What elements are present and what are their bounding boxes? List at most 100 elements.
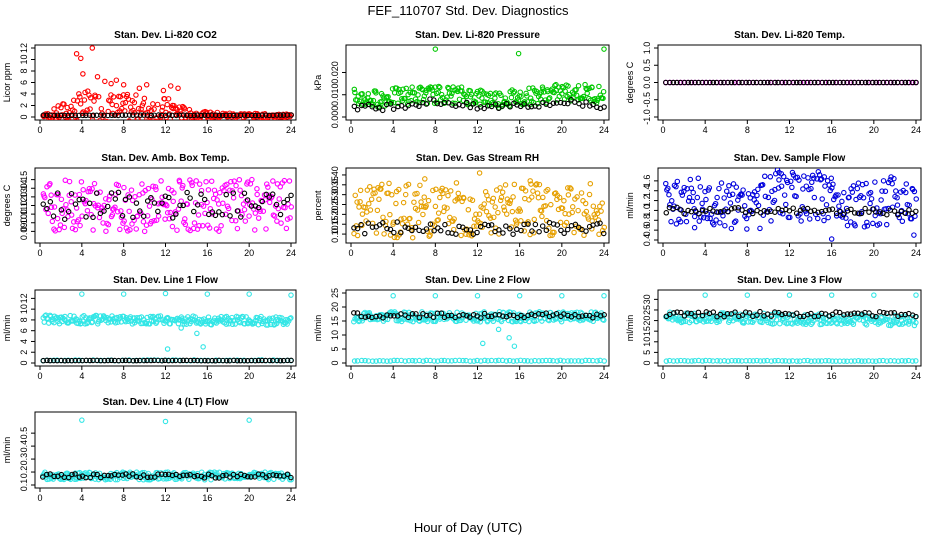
x-tick-label: 16 xyxy=(827,248,837,258)
data-point xyxy=(411,199,417,205)
data-point xyxy=(280,112,287,118)
data-point xyxy=(77,101,84,107)
series-2 xyxy=(40,112,294,119)
series-1 xyxy=(663,292,919,329)
data-point xyxy=(150,121,154,125)
data-point xyxy=(62,358,68,364)
panel-9: Stan. Dev. Line 3 Flow ml/min 0 4 8 12 16 20 24 0… xyxy=(625,275,922,381)
data-point xyxy=(476,170,483,176)
data-point xyxy=(260,208,267,214)
data-point xyxy=(884,316,890,323)
data-point xyxy=(95,202,101,209)
data-point xyxy=(714,209,720,215)
data-point xyxy=(721,313,727,320)
data-point xyxy=(162,418,169,425)
data-point xyxy=(238,214,244,220)
data-point xyxy=(76,91,82,97)
data-point xyxy=(467,358,473,364)
data-point xyxy=(231,178,237,184)
data-point xyxy=(259,471,266,478)
x-tick-label: 12 xyxy=(160,125,170,135)
data-point xyxy=(822,183,828,189)
data-point xyxy=(793,210,800,216)
data-point xyxy=(265,184,271,190)
data-point xyxy=(94,471,100,478)
data-point xyxy=(430,187,436,194)
data-point xyxy=(779,311,785,318)
data-point xyxy=(94,74,101,80)
panel-4: Stan. Dev. Amb. Box Temp. degrees C 0 4 8 12 1… xyxy=(2,153,297,258)
data-point xyxy=(841,358,847,364)
data-point xyxy=(547,357,553,364)
data-point xyxy=(559,91,565,97)
data-point xyxy=(743,358,749,364)
data-point xyxy=(416,314,423,321)
data-point xyxy=(731,205,738,211)
data-point xyxy=(252,227,258,233)
data-point xyxy=(768,218,774,224)
data-point xyxy=(689,358,695,364)
x-tick-label: 12 xyxy=(472,248,482,258)
data-point xyxy=(398,216,404,222)
data-point xyxy=(237,357,244,364)
data-point xyxy=(241,357,247,364)
data-point xyxy=(78,55,84,62)
data-point xyxy=(594,221,600,227)
data-point xyxy=(668,218,674,225)
data-point xyxy=(133,226,139,232)
data-point xyxy=(148,318,155,324)
data-point xyxy=(586,85,592,92)
data-point xyxy=(878,197,884,203)
series-2 xyxy=(351,96,607,114)
data-point xyxy=(841,189,847,196)
data-point xyxy=(434,358,441,364)
y-tick-label: 0.15 xyxy=(330,215,340,233)
data-point xyxy=(480,340,486,347)
data-point xyxy=(599,200,606,206)
panel-title: Stan. Dev. Line 4 (LT) Flow xyxy=(103,397,229,408)
data-point xyxy=(863,322,870,328)
data-point xyxy=(522,188,529,194)
x-tick-label: 8 xyxy=(121,248,126,258)
x-tick-label: 0 xyxy=(660,248,665,258)
data-point xyxy=(529,228,535,234)
data-point xyxy=(819,196,825,202)
data-point xyxy=(798,218,804,224)
data-point xyxy=(380,315,386,321)
data-point xyxy=(829,79,836,86)
data-point xyxy=(79,357,86,364)
data-point xyxy=(510,312,517,319)
data-point xyxy=(402,358,408,364)
data-point xyxy=(833,358,839,364)
y-tick-label: -1.0 xyxy=(642,109,652,125)
data-point xyxy=(241,190,248,197)
data-point xyxy=(471,358,477,364)
data-point xyxy=(855,79,862,86)
data-point xyxy=(797,313,803,320)
data-point xyxy=(137,121,141,125)
data-point xyxy=(601,312,607,318)
data-point xyxy=(526,85,532,92)
data-point xyxy=(876,79,883,86)
data-point xyxy=(849,189,856,195)
data-point xyxy=(244,357,251,364)
data-point xyxy=(699,358,706,364)
x-tick-label: 16 xyxy=(202,371,212,381)
data-point xyxy=(478,315,484,321)
data-point xyxy=(140,472,147,478)
data-point xyxy=(98,112,104,118)
y-axis-label: ml/min xyxy=(2,437,12,464)
data-point xyxy=(91,180,98,187)
data-point xyxy=(286,178,293,184)
data-point xyxy=(158,471,165,477)
data-point xyxy=(670,310,677,316)
x-tick-label: 20 xyxy=(869,371,879,381)
x-tick-label: 20 xyxy=(244,371,254,381)
data-point xyxy=(536,358,542,364)
data-point xyxy=(488,222,495,228)
data-point xyxy=(65,208,72,215)
data-point xyxy=(131,217,137,224)
data-point xyxy=(579,313,586,319)
data-point xyxy=(159,104,166,110)
